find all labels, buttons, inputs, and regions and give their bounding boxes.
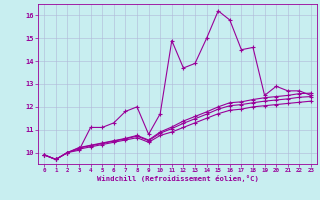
X-axis label: Windchill (Refroidissement éolien,°C): Windchill (Refroidissement éolien,°C) — [97, 175, 259, 182]
